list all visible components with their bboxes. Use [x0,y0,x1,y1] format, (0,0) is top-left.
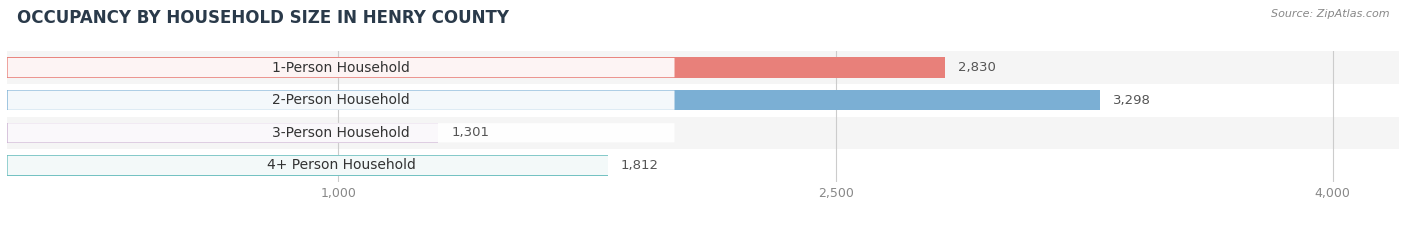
Text: 2-Person Household: 2-Person Household [273,93,411,107]
FancyBboxPatch shape [7,123,675,142]
Bar [7,155,607,175]
Text: 1,301: 1,301 [451,126,489,139]
Text: 1-Person Household: 1-Person Household [273,61,411,75]
Bar [7,84,1399,116]
Text: 4+ Person Household: 4+ Person Household [267,158,416,172]
Bar [7,116,1399,149]
FancyBboxPatch shape [7,58,675,77]
FancyBboxPatch shape [7,156,675,175]
Text: OCCUPANCY BY HOUSEHOLD SIZE IN HENRY COUNTY: OCCUPANCY BY HOUSEHOLD SIZE IN HENRY COU… [17,9,509,27]
Text: 1,812: 1,812 [621,159,659,172]
Bar [7,58,945,78]
Bar [7,123,439,143]
Text: 3-Person Household: 3-Person Household [273,126,411,140]
Text: 2,830: 2,830 [959,61,995,74]
Bar [7,90,1099,110]
Text: 3,298: 3,298 [1114,94,1152,107]
Text: Source: ZipAtlas.com: Source: ZipAtlas.com [1271,9,1389,19]
Bar [7,51,1399,84]
FancyBboxPatch shape [7,91,675,110]
Bar [7,149,1399,182]
